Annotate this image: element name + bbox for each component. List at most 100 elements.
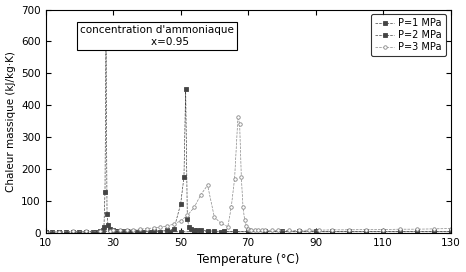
P=2 MPa bbox=[414, 230, 419, 233]
P=1 MPa bbox=[97, 230, 103, 233]
Line: P=2 MPa: P=2 MPa bbox=[44, 88, 452, 234]
P=2 MPa bbox=[70, 230, 75, 234]
P=2 MPa bbox=[183, 88, 188, 91]
P=3 MPa bbox=[235, 115, 241, 118]
P=1 MPa bbox=[218, 230, 224, 233]
P=2 MPa bbox=[110, 230, 116, 233]
P=2 MPa bbox=[448, 230, 453, 233]
P=2 MPa bbox=[279, 230, 285, 233]
P=2 MPa bbox=[380, 230, 386, 233]
P=2 MPa bbox=[431, 230, 437, 233]
P=2 MPa bbox=[191, 228, 197, 231]
P=2 MPa bbox=[171, 228, 177, 231]
Line: P=1 MPa: P=1 MPa bbox=[44, 40, 452, 234]
P=1 MPa bbox=[104, 212, 110, 215]
P=1 MPa bbox=[120, 230, 126, 233]
X-axis label: Temperature (°C): Temperature (°C) bbox=[197, 254, 299, 267]
P=3 MPa bbox=[286, 229, 291, 232]
P=1 MPa bbox=[107, 227, 112, 230]
P=2 MPa bbox=[329, 230, 335, 233]
P=1 MPa bbox=[168, 230, 173, 233]
P=2 MPa bbox=[245, 230, 251, 233]
P=1 MPa bbox=[380, 230, 386, 233]
Text: concentration d'ammoniaque
        x=0.95: concentration d'ammoniaque x=0.95 bbox=[80, 25, 234, 47]
P=2 MPa bbox=[222, 230, 227, 233]
P=2 MPa bbox=[363, 230, 369, 233]
P=1 MPa bbox=[141, 230, 146, 233]
P=3 MPa bbox=[249, 228, 254, 232]
P=3 MPa bbox=[363, 228, 369, 231]
P=2 MPa bbox=[262, 230, 268, 233]
P=1 MPa bbox=[414, 230, 419, 233]
Y-axis label: Chaleur massique (kJ/kg·K): Chaleur massique (kJ/kg·K) bbox=[6, 51, 15, 192]
P=1 MPa bbox=[245, 230, 251, 233]
P=1 MPa bbox=[363, 230, 369, 233]
P=1 MPa bbox=[279, 230, 285, 233]
P=1 MPa bbox=[262, 230, 268, 233]
P=3 MPa bbox=[448, 227, 453, 230]
P=2 MPa bbox=[212, 230, 217, 233]
P=1 MPa bbox=[191, 230, 197, 233]
P=1 MPa bbox=[134, 230, 139, 233]
P=1 MPa bbox=[347, 230, 352, 233]
P=1 MPa bbox=[112, 229, 117, 233]
P=1 MPa bbox=[124, 230, 130, 233]
P=2 MPa bbox=[124, 230, 130, 233]
P=1 MPa bbox=[110, 229, 116, 232]
P=1 MPa bbox=[63, 230, 69, 234]
P=2 MPa bbox=[313, 230, 318, 233]
P=2 MPa bbox=[347, 230, 352, 233]
P=1 MPa bbox=[397, 230, 403, 233]
P=1 MPa bbox=[147, 230, 153, 233]
P=1 MPa bbox=[158, 230, 163, 233]
P=2 MPa bbox=[178, 203, 184, 206]
P=2 MPa bbox=[137, 230, 143, 233]
P=1 MPa bbox=[56, 230, 62, 234]
P=3 MPa bbox=[244, 224, 249, 228]
P=2 MPa bbox=[205, 229, 210, 233]
P=2 MPa bbox=[151, 230, 157, 233]
P=1 MPa bbox=[127, 230, 133, 233]
P=1 MPa bbox=[178, 230, 184, 233]
P=1 MPa bbox=[102, 190, 108, 193]
P=1 MPa bbox=[93, 230, 99, 233]
P=2 MPa bbox=[397, 230, 403, 233]
P=1 MPa bbox=[43, 230, 48, 234]
Legend: P=1 MPa, P=2 MPa, P=3 MPa: P=1 MPa, P=2 MPa, P=3 MPa bbox=[371, 14, 445, 56]
P=2 MPa bbox=[181, 175, 187, 179]
P=1 MPa bbox=[101, 225, 107, 228]
P=1 MPa bbox=[83, 230, 89, 234]
P=2 MPa bbox=[188, 228, 193, 231]
P=1 MPa bbox=[90, 230, 96, 233]
P=1 MPa bbox=[76, 230, 82, 234]
P=1 MPa bbox=[448, 230, 453, 233]
P=1 MPa bbox=[117, 230, 123, 233]
P=1 MPa bbox=[296, 230, 302, 233]
P=1 MPa bbox=[70, 230, 75, 234]
P=2 MPa bbox=[185, 217, 190, 220]
P=2 MPa bbox=[56, 230, 62, 234]
P=1 MPa bbox=[114, 230, 119, 233]
P=2 MPa bbox=[232, 230, 237, 233]
P=2 MPa bbox=[198, 229, 204, 232]
Line: P=3 MPa: P=3 MPa bbox=[44, 115, 452, 233]
P=2 MPa bbox=[164, 229, 170, 232]
P=1 MPa bbox=[103, 40, 109, 43]
P=2 MPa bbox=[296, 230, 302, 233]
P=2 MPa bbox=[97, 230, 103, 233]
P=1 MPa bbox=[205, 230, 210, 233]
P=3 MPa bbox=[43, 230, 48, 233]
P=1 MPa bbox=[49, 230, 55, 234]
P=2 MPa bbox=[195, 228, 200, 232]
P=3 MPa bbox=[164, 224, 170, 228]
P=1 MPa bbox=[313, 230, 318, 233]
P=2 MPa bbox=[186, 226, 192, 229]
P=1 MPa bbox=[431, 230, 437, 233]
P=2 MPa bbox=[83, 230, 89, 233]
P=1 MPa bbox=[329, 230, 335, 233]
P=3 MPa bbox=[245, 227, 251, 230]
P=1 MPa bbox=[109, 228, 114, 231]
P=1 MPa bbox=[232, 230, 237, 233]
P=1 MPa bbox=[105, 223, 111, 227]
P=1 MPa bbox=[100, 229, 106, 232]
